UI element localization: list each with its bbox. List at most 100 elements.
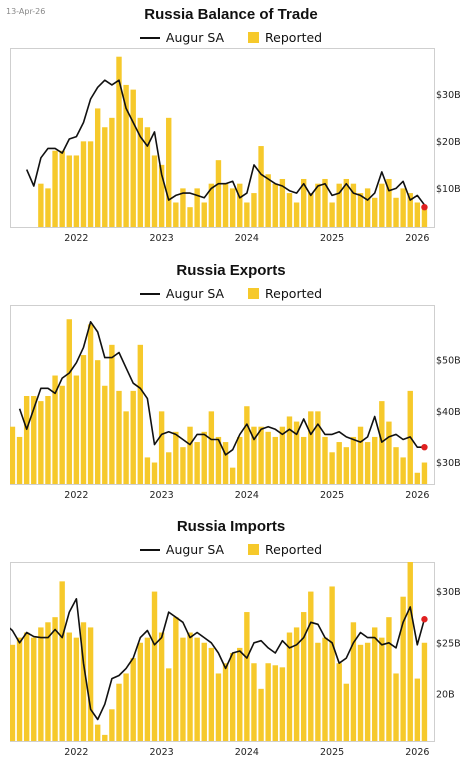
legend-bar-swatch — [248, 544, 260, 555]
bar — [329, 586, 335, 741]
chart-title-exports: Russia Exports — [176, 262, 286, 279]
legend-bar-label: Reported — [265, 542, 323, 557]
chart-panel-imports: 20B $25B $30B 2022 2023 2024 2025 2026 — [10, 562, 460, 762]
bar — [151, 591, 158, 741]
bar — [251, 426, 257, 484]
bar — [279, 667, 286, 741]
bar — [94, 360, 101, 484]
bar — [215, 673, 222, 741]
legend-item-line: Augur SA — [139, 30, 224, 45]
bar — [386, 617, 392, 741]
bar — [45, 188, 51, 227]
x-tick-label: 2024 — [235, 747, 259, 758]
bar — [258, 146, 264, 227]
bar — [87, 141, 94, 227]
bar — [38, 401, 44, 484]
bar — [293, 202, 300, 227]
bar — [244, 406, 250, 484]
bar — [137, 117, 144, 227]
bar — [222, 663, 229, 741]
bar — [208, 647, 215, 741]
date-label: 13-Apr-26 — [6, 7, 46, 16]
legend-item-line: Augur SA — [139, 542, 224, 557]
bar — [251, 663, 257, 741]
x-tick-label: 2023 — [150, 747, 174, 758]
bar — [336, 663, 342, 741]
bar — [379, 637, 385, 741]
legend-bar-swatch — [248, 288, 260, 299]
bar — [31, 396, 37, 484]
legend-bar-label: Reported — [265, 30, 323, 45]
bar — [116, 56, 122, 228]
bar — [130, 658, 136, 741]
bar — [421, 462, 428, 484]
bar — [201, 202, 207, 227]
bar — [137, 642, 144, 741]
legend-item-bar: Reported — [248, 30, 322, 45]
bar — [343, 683, 350, 741]
x-tick-label: 2024 — [235, 490, 259, 501]
bar — [130, 390, 136, 484]
bar — [215, 160, 222, 227]
bar — [237, 436, 243, 484]
bar — [66, 632, 72, 741]
bar — [308, 193, 314, 227]
bar — [336, 183, 342, 227]
bar — [400, 457, 406, 484]
bar — [102, 734, 108, 741]
bar — [393, 197, 399, 227]
bar — [400, 188, 406, 227]
bar — [350, 183, 357, 227]
bar — [59, 385, 65, 484]
bar — [372, 627, 378, 741]
bar — [180, 188, 186, 227]
bar — [350, 436, 357, 484]
bar — [237, 647, 243, 741]
bar — [109, 117, 115, 227]
series-line-augur-sa — [10, 598, 426, 721]
bar — [343, 447, 350, 484]
series-line-augur-sa — [18, 321, 425, 456]
bar — [222, 183, 229, 227]
bar — [229, 188, 236, 227]
bar — [251, 193, 257, 227]
bar — [73, 375, 80, 484]
bar — [31, 637, 37, 741]
bar — [109, 344, 115, 484]
bar — [322, 436, 328, 484]
x-tick-label: 2023 — [150, 233, 174, 244]
chart-legend-exports: Augur SA Reported — [0, 285, 462, 301]
chart-panel-balance: $10B $20B $30B 2022 2023 2024 2025 2026 — [10, 48, 460, 248]
chart-title-imports: Russia Imports — [176, 518, 286, 535]
y-tick-label: 20B — [436, 689, 455, 700]
bar — [229, 653, 236, 741]
bar — [80, 622, 87, 741]
bar — [208, 183, 215, 227]
y-tick-label: $20B — [436, 137, 460, 148]
bar — [293, 421, 300, 484]
bar — [279, 178, 286, 227]
bar — [244, 612, 250, 741]
bar — [80, 141, 87, 227]
bar — [45, 622, 51, 741]
legend-line-swatch — [139, 36, 160, 39]
bar — [180, 637, 186, 741]
legend-bar-label: Reported — [265, 286, 323, 301]
bar — [300, 436, 307, 484]
bar — [66, 155, 72, 227]
bar — [116, 683, 122, 741]
x-tick-label: 2026 — [405, 747, 429, 758]
bar — [158, 632, 165, 741]
x-tick-label: 2024 — [235, 233, 259, 244]
bar — [187, 632, 193, 741]
x-tick-label: 2022 — [64, 490, 88, 501]
bar — [123, 84, 129, 227]
bar — [45, 396, 51, 484]
bar — [10, 644, 16, 741]
bar — [407, 193, 413, 227]
bar — [38, 627, 44, 741]
bar — [350, 622, 357, 741]
chart-panel-exports: $30B $40B $50B 2022 2023 2024 2025 2026 — [10, 305, 460, 505]
bar — [343, 178, 350, 227]
bar — [229, 467, 236, 484]
